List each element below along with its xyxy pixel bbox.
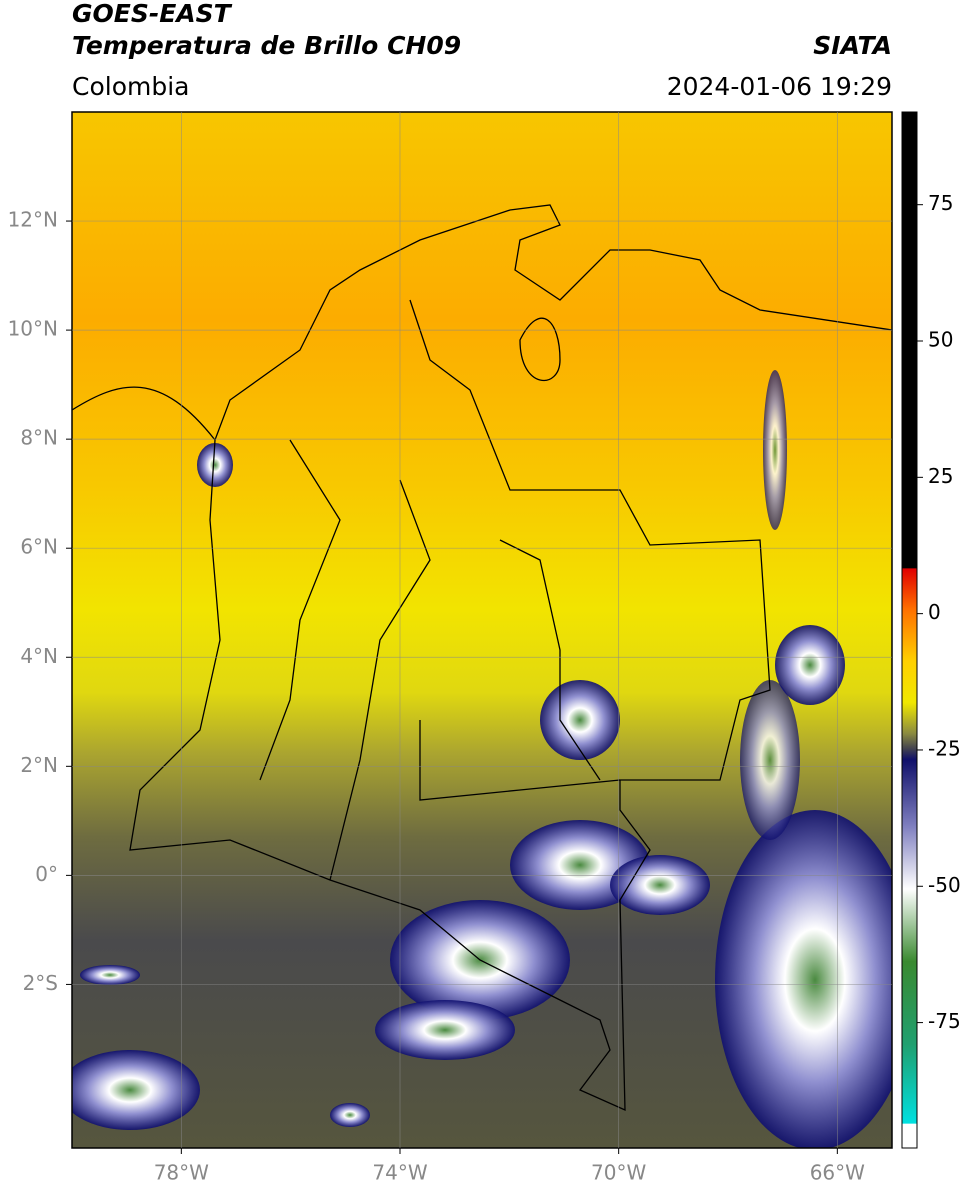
y-tick-label: 2°S bbox=[23, 971, 58, 995]
colorbar-tick-label: 25 bbox=[928, 464, 953, 488]
y-tick-label: 8°N bbox=[20, 426, 58, 450]
x-tick-label: 74°W bbox=[372, 1161, 427, 1185]
region: Colombia bbox=[72, 72, 189, 101]
y-tick-label: 4°N bbox=[20, 644, 58, 668]
timestamp: 2024-01-06 19:29 bbox=[667, 72, 892, 101]
x-tick-label: 66°W bbox=[810, 1161, 865, 1185]
colorbar bbox=[901, 111, 918, 1149]
x-tick-label: 70°W bbox=[591, 1161, 646, 1185]
map-image bbox=[72, 112, 892, 1148]
map-frame bbox=[71, 111, 893, 1149]
x-tick-label: 78°W bbox=[154, 1161, 209, 1185]
colorbar-tick-label: 75 bbox=[928, 191, 953, 215]
title-line-2: Temperatura de Brillo CH09 bbox=[72, 31, 461, 60]
map-axes: 78°W 74°W 70°W 66°W 12°N 10°N 8°N 6°N 4°N 2°N 0° 2°… bbox=[8, 112, 892, 1185]
source: SIATA bbox=[813, 31, 892, 60]
title-line-1: GOES-EAST bbox=[72, 0, 233, 28]
y-tick-label: 12°N bbox=[8, 208, 58, 232]
colorbar-axis: 75 50 25 0 -25 -50 -75 bbox=[917, 191, 961, 1033]
y-tick-label: 0° bbox=[35, 862, 58, 886]
colorbar-tick-label: 0 bbox=[928, 600, 941, 624]
y-tick-label: 10°N bbox=[8, 317, 58, 341]
colorbar-tick-label: -50 bbox=[928, 873, 961, 897]
y-tick-label: 6°N bbox=[20, 535, 58, 559]
colorbar-tick-label: -75 bbox=[928, 1009, 961, 1033]
colorbar-tick-label: 50 bbox=[928, 328, 953, 352]
colorbar-tick-label: -25 bbox=[928, 736, 961, 760]
y-tick-label: 2°N bbox=[20, 753, 58, 777]
